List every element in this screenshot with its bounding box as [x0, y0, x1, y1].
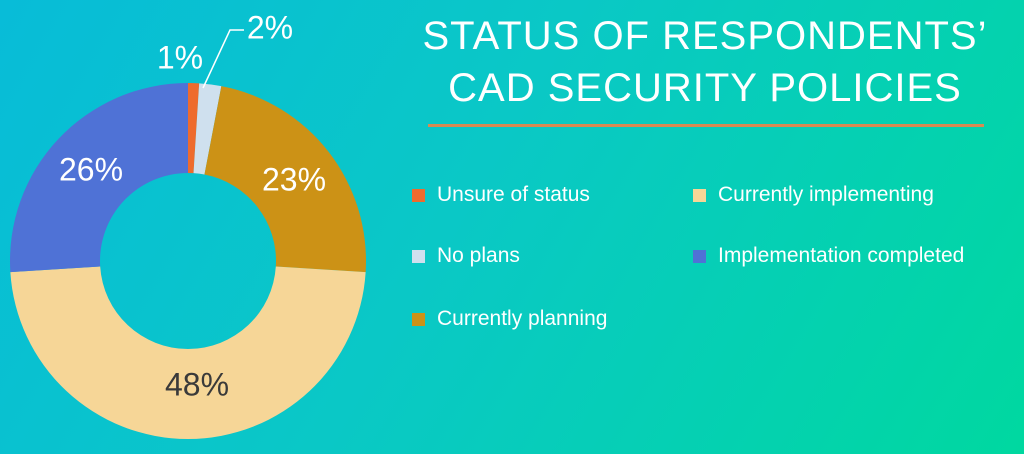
- legend-swatch-currently-implementing: [693, 188, 706, 202]
- data-label-currently-implementing: 48%: [165, 366, 229, 402]
- legend-swatch-unsure: [412, 188, 425, 202]
- legend-item-no-plans: No plans: [412, 244, 520, 268]
- legend-label-currently-implementing: Currently implementing: [718, 183, 934, 206]
- data-label-unsure-of-status: 1%: [157, 39, 203, 75]
- legend-label-currently-planning: Currently planning: [437, 307, 608, 330]
- legend-label-no-plans: No plans: [437, 244, 520, 267]
- slice-implementation-completed: [9, 83, 188, 273]
- legend-item-unsure: Unsure of status: [412, 183, 590, 207]
- slice-currently-implementing: [10, 266, 366, 439]
- leader-line-no-plans: [202, 29, 244, 89]
- data-label-currently-planning: 23%: [262, 161, 326, 197]
- legend-label-unsure: Unsure of status: [437, 183, 590, 206]
- legend-item-currently-planning: Currently planning: [412, 307, 607, 331]
- chart-title-line-2: CAD SECURITY POLICIES: [448, 66, 962, 110]
- data-label-implementation-completed: 26%: [59, 151, 123, 187]
- chart-title: STATUS OF RESPONDENTS’ CAD SECURITY POLI…: [404, 10, 1006, 114]
- chart-title-line-1: STATUS OF RESPONDENTS’: [422, 14, 988, 58]
- legend-swatch-currently-planning: [412, 312, 425, 326]
- legend-swatch-implementation-completed: [693, 249, 706, 263]
- legend-swatch-no-plans: [412, 249, 425, 263]
- donut-chart: 1% 2% 23% 48% 26%: [9, 9, 366, 439]
- legend-item-implementation-completed: Implementation completed: [693, 244, 964, 268]
- legend-label-implementation-completed: Implementation completed: [718, 244, 965, 267]
- data-label-no-plans: 2%: [247, 9, 293, 45]
- title-divider: [428, 124, 984, 127]
- slice-currently-planning: [204, 86, 366, 273]
- slice-no-plans: [193, 83, 222, 175]
- slice-unsure-of-status: [188, 83, 200, 174]
- legend-item-currently-implementing: Currently implementing: [693, 183, 934, 207]
